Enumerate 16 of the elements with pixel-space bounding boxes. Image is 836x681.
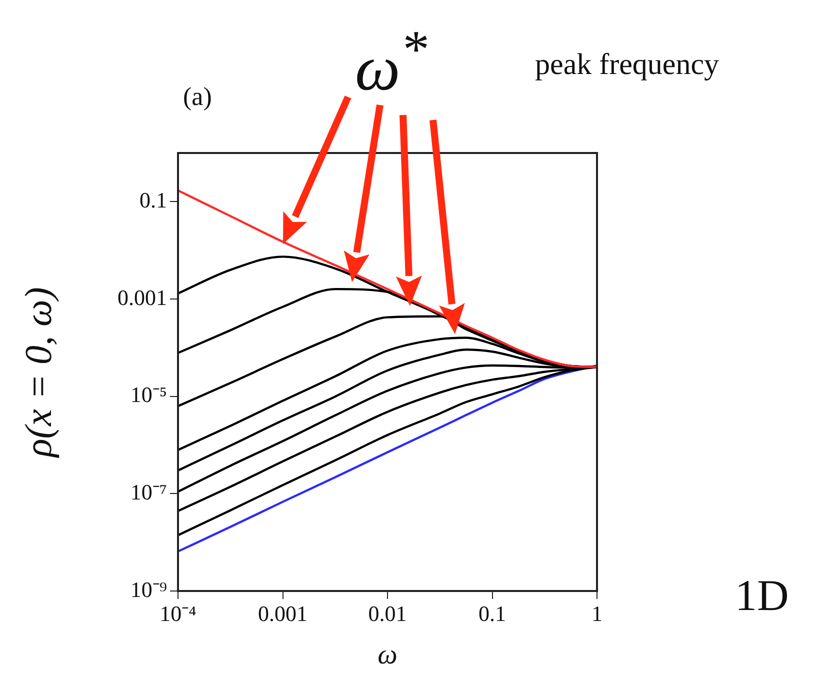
x-tick-label: 1 <box>592 600 602 626</box>
x-tick-label: 0.1 <box>478 600 506 626</box>
text: peak frequency <box>535 48 720 82</box>
x-tick-label: 10⁻⁴ <box>160 600 197 626</box>
y-tick-label: 0.1 <box>140 187 167 212</box>
text: (a) <box>183 82 212 112</box>
x-axis-title: ω <box>378 640 398 671</box>
x-tick-label: 0.001 <box>258 600 308 626</box>
y-tick-label: 10⁻⁷ <box>130 479 167 504</box>
y-tick-label: 10⁻⁹ <box>130 576 168 602</box>
text: 1D <box>735 570 789 621</box>
x-tick-label: 0.01 <box>368 600 407 626</box>
text: ω$^{*}$ <box>355 18 427 106</box>
y-tick-label: 10⁻⁵ <box>130 382 167 408</box>
y-tick-label: 0.001 <box>118 284 167 310</box>
y-axis-title: ρ(x = 0, ω) <box>18 287 60 458</box>
